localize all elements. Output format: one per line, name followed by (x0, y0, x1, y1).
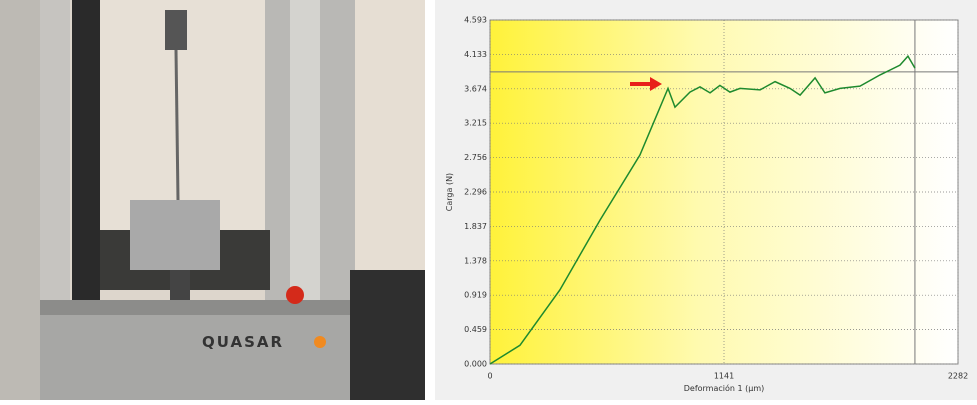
y-tick-label: 0.459 (464, 325, 487, 334)
photo: QUASAR (0, 0, 425, 400)
y-tick-label: 3.215 (464, 119, 487, 128)
y-tick-label: 2.296 (464, 188, 487, 197)
y-tick-label: 2.756 (464, 153, 487, 162)
y-tick-label: 1.837 (464, 222, 487, 231)
y-tick-label: 0.919 (464, 291, 487, 300)
y-tick-label: 1.378 (464, 256, 487, 265)
y-axis-label: Carga (N) (445, 173, 454, 211)
x-tick-label: 1141 (714, 372, 734, 381)
x-tick-label: 0 (487, 372, 492, 381)
x-axis-label: Deformación 1 (µm) (684, 383, 765, 393)
y-tick-label: 4.593 (464, 16, 487, 25)
brand-label: QUASAR (202, 333, 284, 351)
screenshot: QUASAR Carga (N) Deformación 1 (µm) 0.00… (0, 0, 977, 400)
x-tick-label: 2282 (948, 372, 968, 381)
page: {"photo": {"label": "QUASAR"}, "chart_da… (0, 0, 977, 405)
y-tick-label: 4.133 (464, 50, 487, 59)
y-tick-label: 3.674 (464, 84, 487, 93)
y-tick-label: 0.000 (464, 360, 487, 369)
